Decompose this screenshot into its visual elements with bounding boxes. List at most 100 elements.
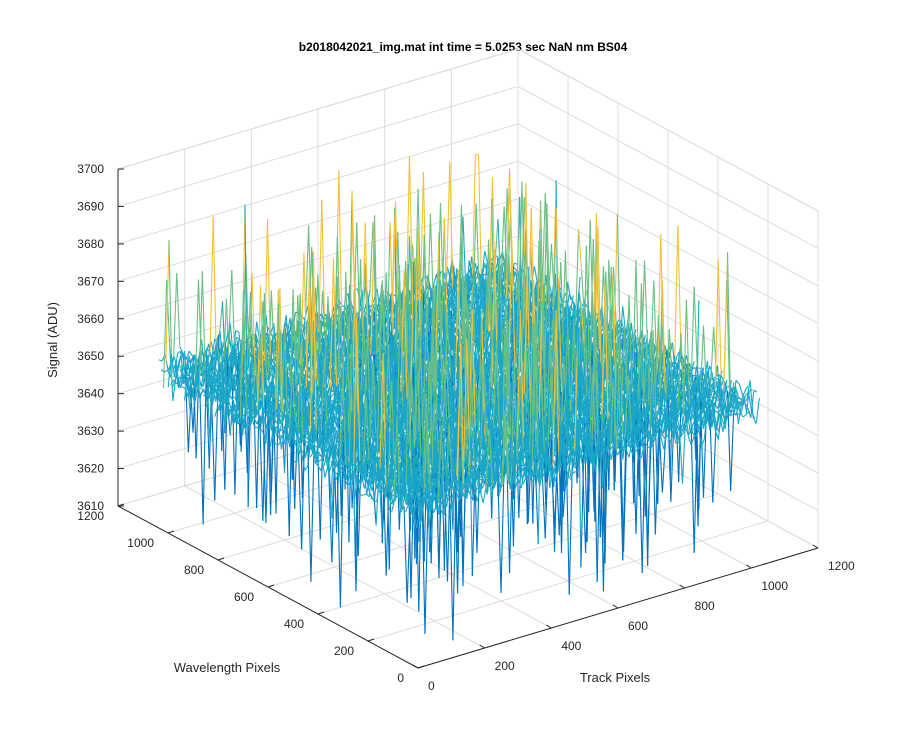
surface-segment — [419, 171, 424, 302]
surface-segment — [371, 305, 376, 317]
surface-segment — [193, 380, 198, 405]
surface-segment — [163, 280, 168, 388]
surface-segment — [477, 154, 483, 293]
surface-segment — [230, 344, 235, 347]
surface-segment — [191, 382, 196, 390]
surface-segment — [320, 332, 325, 343]
grid-line-sidewall-z — [517, 235, 819, 399]
surface-segment — [212, 364, 217, 376]
surface-segment — [533, 266, 539, 284]
surface-segment — [233, 349, 238, 373]
surface-segment — [446, 162, 451, 273]
surface-segment — [338, 170, 343, 336]
grid-line-sidewall-z — [517, 123, 819, 287]
surface-segment — [254, 349, 259, 355]
surface-segment — [484, 251, 489, 265]
grid-line-backwall-z — [117, 160, 519, 282]
surface-segment — [449, 304, 454, 311]
surface-segment — [367, 303, 372, 308]
surface-segment — [234, 343, 239, 347]
surface-segment — [196, 380, 201, 395]
surface-segment — [201, 339, 206, 373]
surface-segment — [167, 354, 172, 388]
surface-segment — [218, 377, 223, 385]
surface-segment — [205, 369, 210, 373]
surface-segment — [483, 278, 488, 290]
surface-segment — [176, 273, 181, 347]
surface-segment — [177, 350, 181, 355]
surface-segment — [446, 266, 452, 281]
surface-segment — [194, 279, 200, 388]
surface-segment — [209, 216, 214, 353]
surface-segment — [470, 272, 475, 283]
surface-segment — [163, 369, 168, 373]
surface-segment — [450, 290, 455, 317]
grid-line-sidewall-z — [517, 198, 819, 362]
surface-segment — [218, 301, 224, 336]
grid-line-sidewall-z — [517, 160, 819, 324]
grid-line-floor-y — [317, 493, 719, 615]
surface-segment — [206, 354, 211, 374]
surface-segment — [190, 354, 195, 364]
surface-segment — [432, 273, 438, 286]
surface-segment — [165, 240, 170, 363]
surface-segment — [168, 240, 173, 388]
surface-segment — [495, 257, 500, 270]
surface-segment — [172, 362, 177, 373]
surface-segment — [202, 369, 207, 525]
surface-segment — [446, 290, 452, 301]
surface-segment — [222, 358, 227, 363]
surface-segment — [513, 262, 518, 265]
surface-segment — [173, 273, 178, 357]
grid-line-backwall-z — [117, 123, 519, 245]
surface-segment — [333, 236, 338, 360]
surface-segment — [187, 386, 193, 453]
surface-segment — [188, 350, 193, 357]
surface-segment — [188, 382, 193, 392]
surface-segment — [209, 364, 214, 370]
surface-segment — [237, 358, 242, 367]
surface-segment — [376, 288, 381, 310]
surface-segment — [500, 206, 505, 284]
surface-segment — [199, 394, 204, 525]
surface-segment — [291, 344, 296, 355]
surface-segment — [189, 362, 194, 374]
surface-segment — [187, 377, 192, 402]
surface-segment — [177, 363, 182, 369]
surface-segment — [185, 374, 190, 377]
surface-segment — [475, 203, 480, 292]
surface-segment — [212, 216, 217, 358]
surface-segment — [304, 225, 310, 317]
surface-data — [158, 153, 760, 641]
grid-line-backwall-z — [117, 235, 519, 357]
surface-segment — [228, 269, 233, 340]
surface-segment — [369, 222, 374, 291]
surface-segment — [170, 354, 175, 377]
surface-segment — [449, 162, 454, 296]
surface-segment — [215, 357, 220, 363]
surface-segment — [175, 362, 180, 388]
box-edge-top-side — [517, 48, 819, 212]
surface-segment — [200, 366, 205, 384]
surface-segment — [447, 298, 452, 307]
surface-segment — [170, 379, 175, 386]
surface-segment — [236, 336, 240, 341]
surface-segment — [211, 398, 216, 501]
surface-segment — [247, 368, 252, 508]
surface-segment — [286, 317, 291, 337]
surface-segment — [513, 266, 517, 271]
grid-line-sidewall-z — [517, 86, 819, 249]
surface-segment — [214, 377, 220, 402]
surface-segment — [227, 331, 232, 346]
surface-segment — [186, 371, 191, 374]
surface-segment — [210, 340, 215, 356]
surface-segment — [218, 341, 223, 370]
surface-segment — [387, 294, 393, 308]
surface-segment — [216, 344, 221, 365]
surface-segment — [466, 270, 471, 275]
surface-segment — [246, 291, 251, 366]
surface-segment — [180, 378, 185, 388]
surface-segment — [239, 354, 245, 446]
surface-segment — [180, 351, 186, 386]
